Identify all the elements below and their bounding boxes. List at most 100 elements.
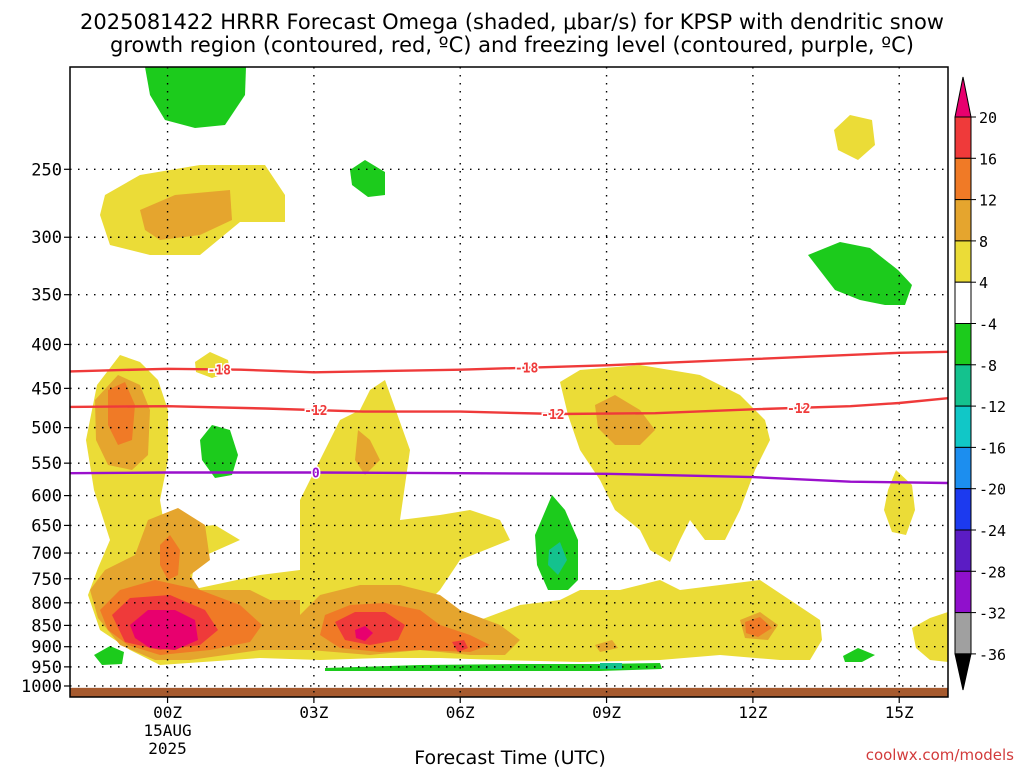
colorbar-label-10: -20 (979, 481, 1006, 499)
omega-region-24 (355, 626, 373, 641)
colorbar-label-3: 12 (979, 192, 997, 210)
y-tick-label-350: 350 (31, 286, 62, 306)
colorbar-label-13: -32 (979, 605, 1006, 623)
colorbar-swatch-7 (954, 364, 972, 407)
chart-title-line-1: 2025081422 HRRR Forecast Omega (shaded, … (80, 10, 944, 34)
omega-region-26 (350, 160, 385, 197)
omega-region-32 (325, 663, 662, 671)
omega-region-27 (808, 242, 912, 305)
omega-region-25 (145, 67, 246, 128)
x-tick-label-00Z: 00Z (153, 703, 182, 722)
omega-region-6 (884, 470, 915, 535)
x-tick-label-03Z: 03Z (299, 703, 328, 722)
x-tick-label-15Z: 15Z (885, 703, 914, 722)
colorbar-label-6: -4 (979, 316, 997, 334)
x-tick-label-06Z: 06Z (446, 703, 475, 722)
y-tick-label-400: 400 (31, 335, 62, 355)
omega-region-5 (834, 115, 875, 160)
terrain (70, 687, 948, 697)
colorbar-label-4: 8 (979, 233, 988, 251)
omega-region-4 (195, 352, 230, 378)
colorbar-swatch-5 (954, 281, 972, 325)
omega-shading (86, 67, 948, 671)
y-tick-label-750: 750 (31, 570, 62, 590)
omega-region-30 (94, 646, 124, 665)
contour-label-1-1: -18 (208, 363, 232, 378)
x-date-label-year: 2025 (148, 739, 187, 758)
colorbar-swatch-1 (954, 116, 972, 159)
colorbar-swatch-8 (954, 405, 972, 448)
y-tick-label-700: 700 (31, 544, 62, 564)
plot-frame (69, 66, 949, 698)
omega-region-33 (548, 542, 567, 575)
colorbar-label-1: 20 (979, 109, 997, 127)
omega-region-16 (160, 535, 180, 580)
colorbar-label-7: -8 (979, 357, 997, 375)
contour-label-1-2: -18 (515, 362, 539, 377)
contour-line-1 (69, 350, 949, 374)
y-tick-label-250: 250 (31, 160, 62, 180)
colorbar-swatch-4 (954, 240, 972, 283)
y-tick-label-800: 800 (31, 594, 62, 614)
contour-label-2-2: -12 (541, 408, 564, 423)
y-tick-label-550: 550 (31, 454, 62, 474)
colorbar-label-2: 16 (979, 150, 997, 168)
colorbar-top-arrow (954, 76, 972, 118)
y-tick-label-1000: 1000 (21, 677, 62, 697)
omega-region-10 (595, 395, 655, 445)
contour-label-2-3: -12 (787, 402, 810, 417)
colorbar-bottom-arrow (954, 653, 972, 691)
colorbar-swatch-9 (954, 446, 972, 490)
colorbar-label-8: -12 (979, 398, 1006, 416)
y-tick-label-600: 600 (31, 487, 62, 507)
colorbar-label-14: -36 (979, 646, 1006, 664)
colorbar-swatch-13 (954, 612, 972, 655)
colorbar-swatch-12 (954, 570, 972, 614)
y-tick-label-450: 450 (31, 379, 62, 399)
omega-region-14 (595, 640, 618, 652)
contour-label-2-1: -12 (304, 404, 327, 419)
x-date-label-day: 15AUG (143, 721, 191, 740)
temperature-contours: -18 -18 -12 -12 -12 0 (69, 350, 949, 485)
colorbar-label-12: -28 (979, 563, 1006, 581)
x-axis-label: Forecast Time (UTC) (414, 747, 605, 768)
x-tick-label-09Z: 09Z (592, 703, 621, 722)
omega-region-34 (600, 663, 622, 669)
omega-region-28 (200, 425, 238, 478)
omega-region-1 (86, 355, 822, 665)
colorbar: 20 16 12 8 4 -4 -8 -12 -16 -20 -24 -28 -32 -36 (954, 76, 1006, 691)
omega-region-29 (535, 495, 578, 590)
colorbar-swatch-3 (954, 199, 972, 242)
y-tick-label-950: 950 (31, 658, 62, 678)
x-tick-label-12Z: 12Z (738, 703, 767, 722)
y-tick-label-850: 850 (31, 616, 62, 636)
colorbar-label-5: 4 (979, 274, 988, 292)
y-tick-label-300: 300 (31, 228, 62, 248)
colorbar-swatch-2 (954, 157, 972, 201)
y-tick-label-900: 900 (31, 638, 62, 658)
omega-region-31 (843, 648, 875, 662)
omega-region-19 (745, 617, 772, 637)
gridlines (70, 67, 948, 697)
colorbar-swatch-11 (954, 529, 972, 572)
colorbar-swatch-6 (954, 323, 972, 366)
colorbar-swatch-10 (954, 488, 972, 531)
omega-region-22 (452, 640, 468, 652)
omega-region-23 (130, 610, 198, 650)
omega-region-11 (355, 430, 380, 475)
omega-region-21 (335, 612, 405, 645)
y-axis: 2503003504004505005506006507007508008509… (21, 160, 70, 697)
omega-region-7 (912, 612, 948, 662)
y-tick-label-500: 500 (31, 419, 62, 439)
contour-line-2 (69, 397, 949, 416)
colorbar-label-11: -24 (979, 522, 1006, 540)
omega-region-15 (108, 382, 135, 445)
omega-region-8 (140, 190, 232, 240)
colorbar-label-9: -16 (979, 439, 1006, 457)
y-tick-label-650: 650 (31, 516, 62, 536)
contour-label-3-1: 0 (312, 467, 320, 482)
chart-title-line-2: growth region (contoured, red, ºC) and f… (110, 33, 914, 57)
watermark: coolwx.com/models (866, 746, 1014, 764)
